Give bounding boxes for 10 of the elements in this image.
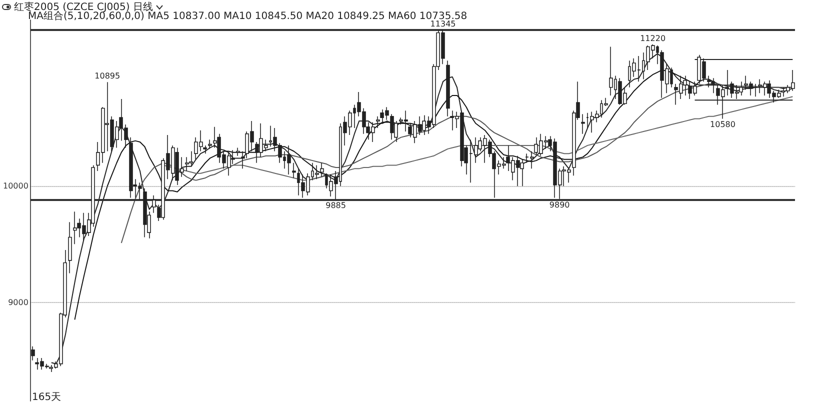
annotation: 9885 xyxy=(326,200,346,210)
annotation: 9890 xyxy=(549,200,570,210)
y-tick-label: 10000 xyxy=(2,182,28,191)
annotation: 11220 xyxy=(640,34,666,43)
annotation: 10895 xyxy=(94,72,120,81)
y-tick-label: 9000 xyxy=(8,298,28,307)
annotation: 10580 xyxy=(710,120,736,130)
chart-subtitle: MA组合(5,10,20,60,0,0) MA5 10837.00 MA10 10845.50 MA20 10849.25 MA60 10735.58 xyxy=(28,11,468,22)
annotation: 11345 xyxy=(430,19,456,28)
annotation: 165天 xyxy=(32,391,62,403)
